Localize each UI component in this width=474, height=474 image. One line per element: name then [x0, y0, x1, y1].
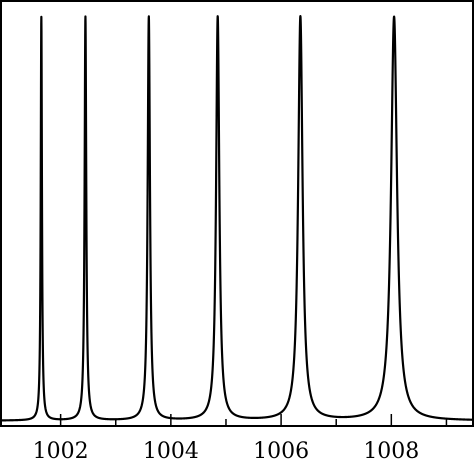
x-tick-label: 1008	[363, 439, 419, 464]
x-tick-label: 1004	[143, 439, 199, 464]
x-tick-label: 1006	[253, 439, 309, 464]
x-tick-label: 1002	[33, 439, 89, 464]
series-line	[0, 15, 474, 422]
x-axis: 1002 1004 1006 1008	[33, 414, 448, 464]
